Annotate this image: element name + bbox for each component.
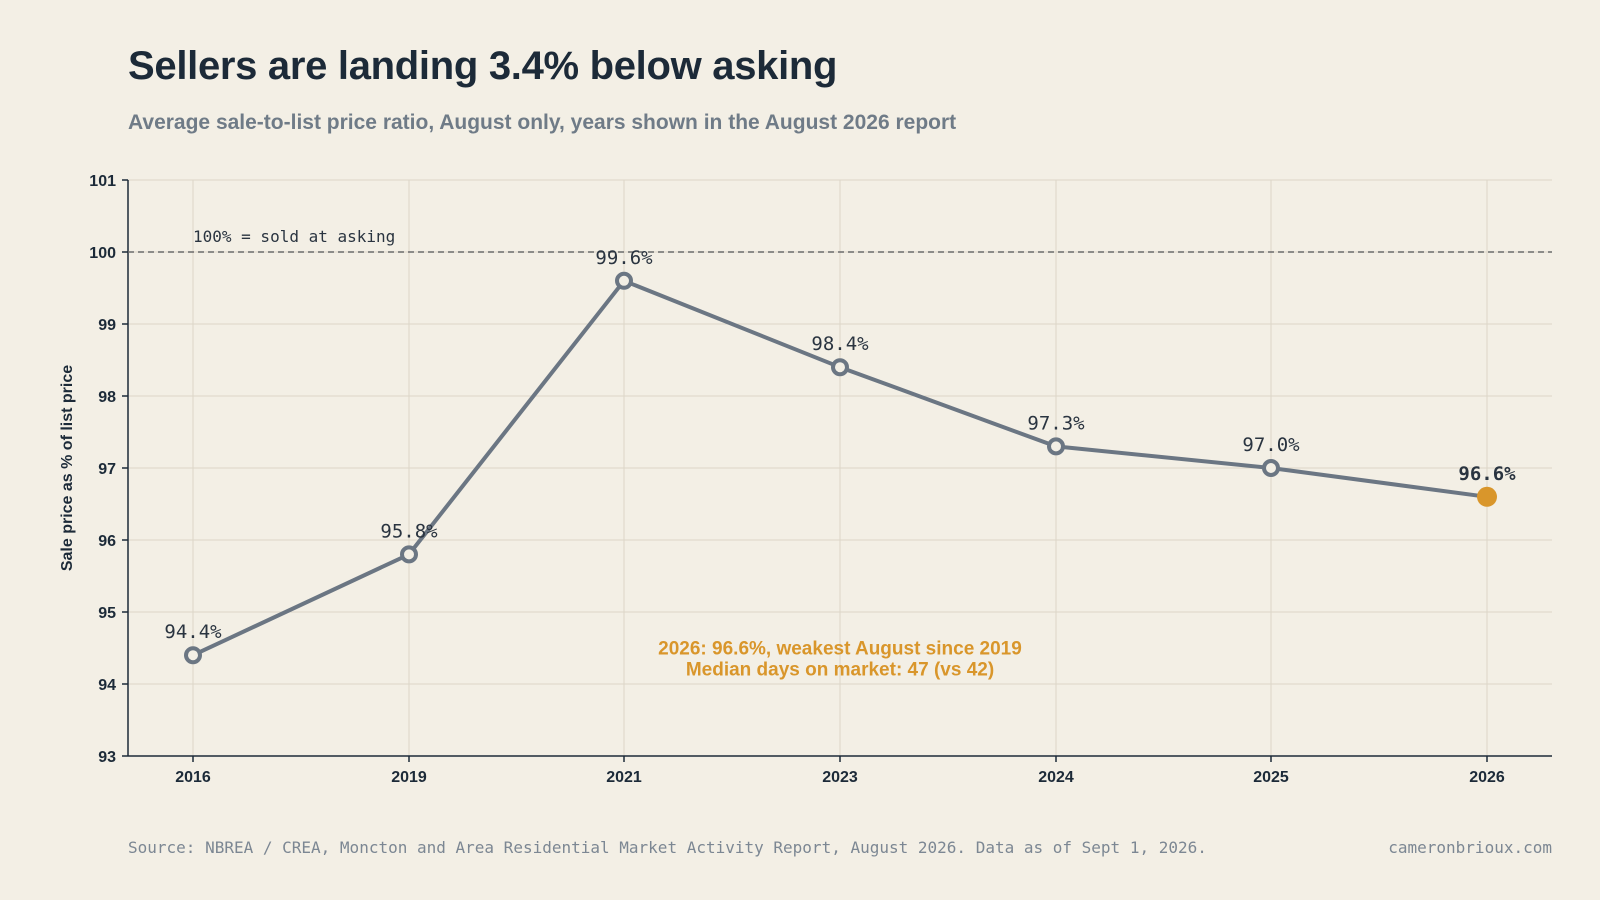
data-label: 96.6% [1458, 463, 1516, 485]
reference-line-label: 100% = sold at asking [193, 227, 395, 246]
data-label: 94.4% [164, 621, 222, 643]
annotation-text: Median days on market: 47 (vs 42) [686, 659, 994, 680]
data-label: 95.8% [380, 520, 438, 542]
x-tick-label: 2019 [391, 769, 427, 786]
data-point [615, 271, 633, 290]
data-point [831, 358, 849, 377]
data-label: 98.4% [811, 333, 869, 355]
y-tick-label: 96 [98, 533, 116, 550]
y-tick-label: 95 [98, 605, 116, 622]
data-point [184, 646, 202, 665]
chart-title: Sellers are landing 3.4% below asking [128, 44, 838, 88]
chart-subtitle: Average sale-to-list price ratio, August… [128, 111, 957, 134]
data-label: 97.3% [1027, 412, 1085, 434]
data-point [1262, 459, 1280, 477]
x-tick-label: 2023 [822, 769, 858, 786]
x-tick-label: 2026 [1469, 769, 1505, 786]
data-label: 97.0% [1242, 434, 1300, 456]
y-tick-label: 100 [89, 245, 116, 262]
y-tick-label: 97 [98, 461, 116, 478]
y-tick-label: 98 [98, 389, 116, 406]
x-tick-label: 2025 [1253, 769, 1289, 786]
source-note: Source: NBREA / CREA, Moncton and Area R… [128, 838, 1207, 857]
y-tick-label: 94 [98, 677, 116, 694]
annotation-text: 2026: 96.6%, weakest August since 2019 [658, 638, 1022, 659]
y-tick-label: 99 [98, 317, 116, 334]
y-tick-label: 93 [98, 749, 116, 766]
data-point [400, 545, 418, 564]
data-point [1047, 437, 1065, 456]
line-chart: 93 94 95 96 97 98 99 100 101 2016 2019 2021 2023 2024… [59, 173, 1552, 786]
data-label: 99.6% [595, 247, 653, 269]
x-tick-label: 2021 [606, 769, 642, 786]
site-credit: cameronbrioux.com [1388, 838, 1552, 857]
data-point-highlight [1477, 486, 1497, 507]
x-tick-label: 2016 [175, 769, 211, 786]
x-tick-label: 2024 [1038, 769, 1074, 786]
y-tick-label: 101 [89, 173, 116, 190]
y-axis-label: Sale price as % of list price [59, 365, 76, 571]
